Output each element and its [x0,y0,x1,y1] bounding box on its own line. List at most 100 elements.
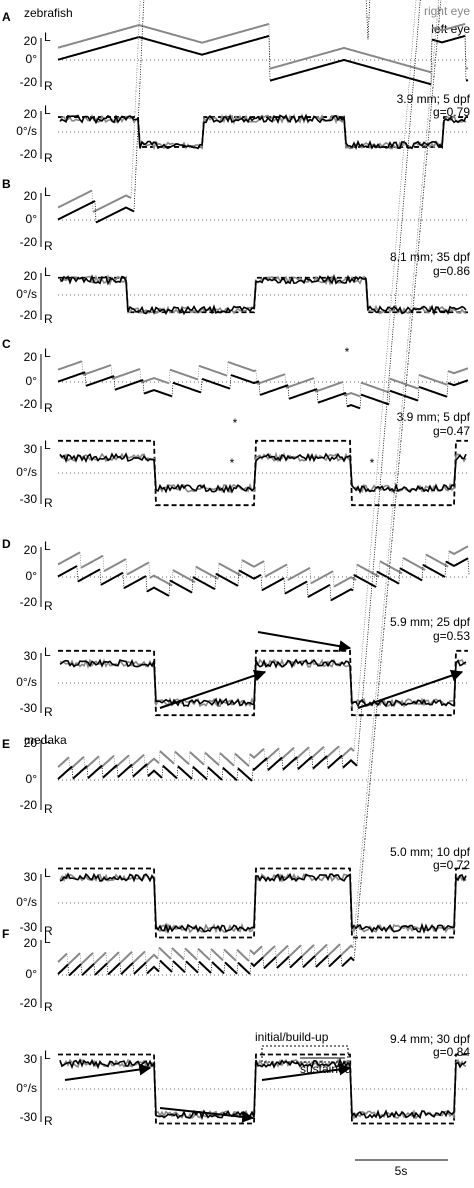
position-tick-label: 0° [26,52,38,66]
stimulus [58,1053,468,1125]
saccade [66,0,440,966]
arrow [159,669,267,709]
position-tick-label: 20 [24,936,38,950]
panel-letter: F [2,927,9,941]
stimulus [58,439,468,507]
annotation-box [261,1045,349,1063]
info-text: 5.9 mm; 25 dpf [390,615,471,629]
end-label: R [44,401,53,415]
end-label: L [44,1048,51,1062]
velocity-tick-label: -30 [20,1110,38,1124]
legend-right-eye: right eye [424,4,470,18]
velocity-trace [59,1057,467,1121]
saccade [79,550,450,588]
info-text: 3.9 mm; 5 dpf [397,92,471,106]
velocity-tick-label: -20 [20,308,38,322]
position-trace [57,371,469,410]
velocity-trace [59,113,467,151]
end-label: L [44,346,51,360]
info-text: g=0.53 [433,629,470,643]
end-label: L [44,103,51,117]
info-text: g=0.84 [433,1045,470,1059]
velocity-tick-label: 30 [24,442,38,456]
position-tick-label: -20 [20,397,38,411]
saccade [76,558,470,601]
end-label: L [44,932,51,946]
asterisk: * [230,456,235,470]
end-label: R [44,802,53,816]
velocity-tick-label: 0°/s [16,895,37,909]
annotation: initial/build-up [255,1030,329,1044]
position-trace [57,360,469,398]
velocity-tick-label: 30 [24,649,38,663]
position-tick-label: 20 [24,543,38,557]
arrow [357,669,464,709]
position-tick-label: 20 [24,34,38,48]
end-label: L [44,265,51,279]
end-label: L [44,30,51,44]
end-label: R [44,151,53,165]
end-label: R [44,705,53,719]
velocity-tick-label: 0°/s [16,1081,37,1095]
info-text: g=0.79 [433,105,470,119]
velocity-tick-label: 20 [24,107,38,121]
saccade [94,0,371,224]
info-text: 9.4 mm; 30 dpf [390,1032,471,1046]
velocity-tick-label: 30 [24,1052,38,1066]
annotation: sustained [300,1062,351,1076]
position-trace [57,22,469,74]
saccade [84,372,449,409]
saccade [91,0,141,213]
velocity-tick-label: -30 [20,701,38,715]
end-label: L [44,185,51,199]
position-trace [57,557,469,602]
panel-letter: B [2,177,11,191]
info-text: 8.1 mm; 35 dpf [390,250,471,264]
position-tick-label: 20 [24,189,38,203]
position-tick-label: -20 [20,75,38,89]
velocity-trace [59,658,467,708]
end-label: L [44,645,51,659]
position-trace [57,545,469,588]
position-trace [57,34,469,86]
arrow [257,631,352,653]
asterisk: * [233,416,238,430]
position-tick-label: 20 [24,350,38,364]
end-label: L [44,438,51,452]
end-label: R [44,79,53,93]
velocity-tick-label: 0°/s [16,465,37,479]
info-text: g=0.72 [433,858,470,872]
species-label: medaka [24,733,67,747]
stimulus [58,867,468,939]
velocity-tick-label: 20 [24,269,38,283]
velocity-tick-label: -30 [20,492,38,506]
position-tick-label: 0° [26,212,38,226]
info-text: g=0.86 [433,264,470,278]
velocity-tick-label: 0°/s [16,124,37,138]
position-tick-label: -20 [20,595,38,609]
end-label: L [44,732,51,746]
position-tick-label: 0° [26,772,38,786]
asterisk: * [345,345,350,359]
arrow [159,1107,255,1123]
end-label: L [44,539,51,553]
stimulus [58,649,468,717]
velocity-tick-label: 0°/s [16,287,37,301]
species-label: zebrafish [24,6,73,20]
position-tick-label: -20 [20,996,38,1010]
position-tick-label: 0° [26,967,38,981]
velocity-tick-label: 30 [24,870,38,884]
end-label: L [44,866,51,880]
panel-letter: C [2,337,11,351]
position-tick-label: 0° [26,374,38,388]
arrow [261,1063,352,1081]
end-label: R [44,1114,53,1128]
end-label: R [44,924,53,938]
velocity-tick-label: -20 [20,147,38,161]
velocity-trace [59,872,467,934]
panel-letter: A [2,10,11,24]
position-tick-label: 0° [26,569,38,583]
info-text: g=0.47 [433,424,470,438]
position-tick-label: 20 [24,736,38,750]
